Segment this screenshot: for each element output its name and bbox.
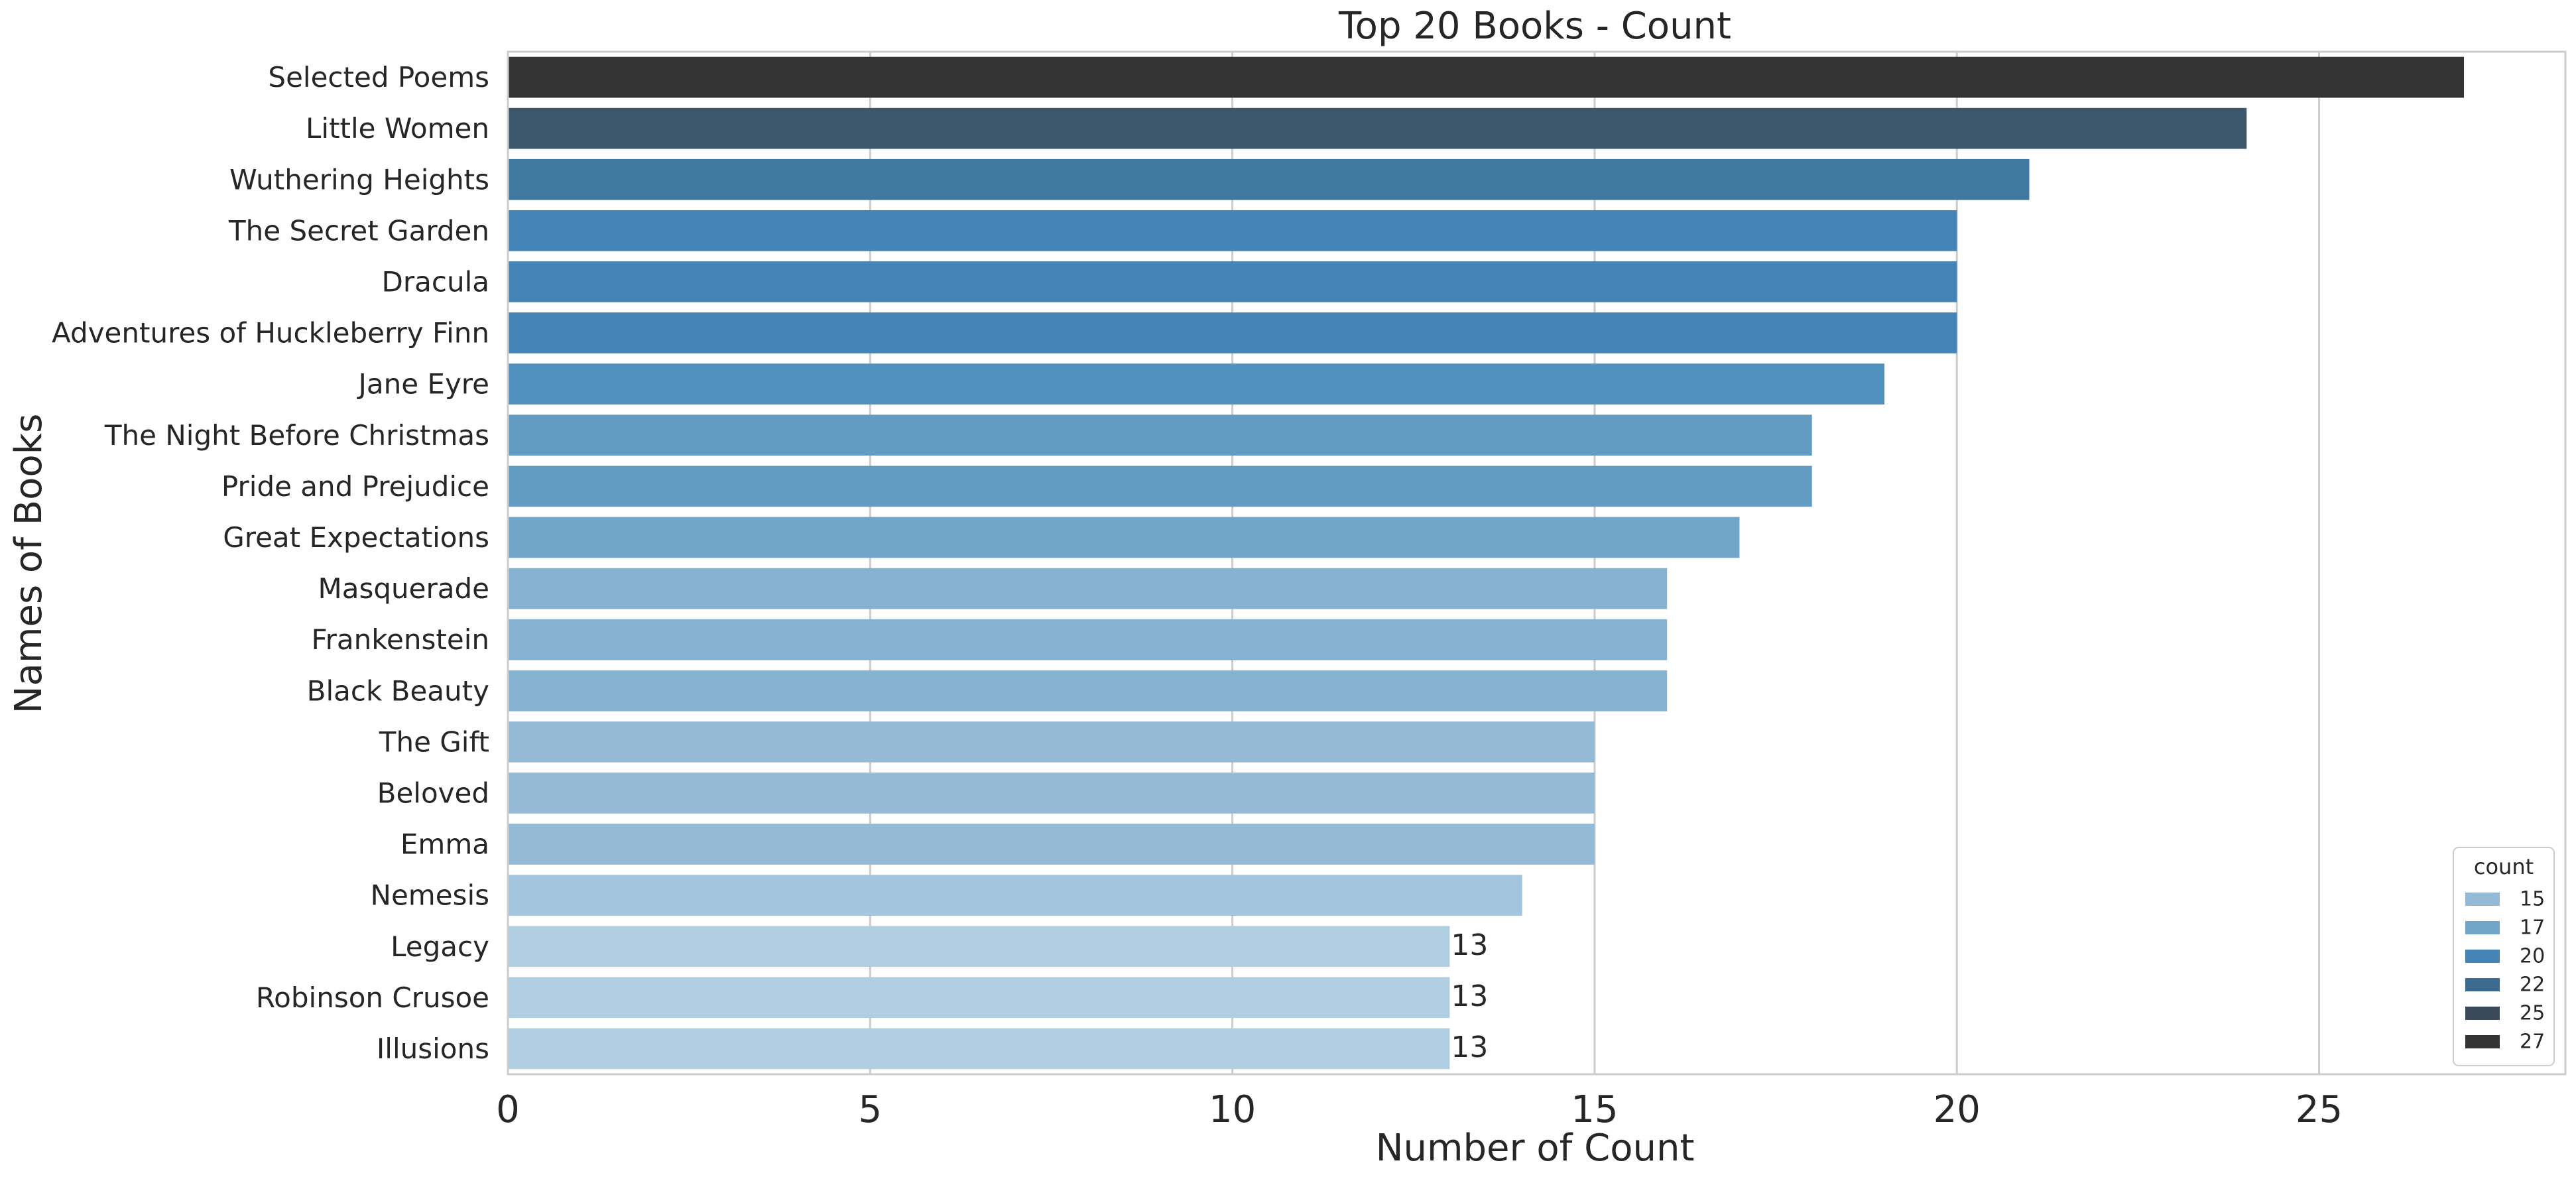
bar bbox=[508, 107, 2247, 149]
y-tick-label: Emma bbox=[400, 828, 489, 861]
legend: count 15 17 20 22 25 27 bbox=[2453, 847, 2555, 1066]
bar bbox=[508, 670, 1668, 712]
legend-swatch bbox=[2465, 893, 2500, 906]
bar bbox=[508, 261, 1957, 302]
legend-label: 25 bbox=[2520, 1002, 2545, 1025]
grid-lines bbox=[507, 52, 2321, 1074]
y-tick-label: Little Women bbox=[306, 112, 489, 145]
legend-label: 15 bbox=[2520, 888, 2545, 911]
x-tick-labels: 0 5 10 15 20 25 bbox=[496, 1088, 2343, 1131]
y-axis-label: Names of Books bbox=[7, 414, 50, 714]
bar bbox=[508, 466, 1812, 507]
legend-swatch bbox=[2465, 1035, 2500, 1048]
y-tick-label: Dracula bbox=[382, 265, 489, 298]
y-tick-label: Black Beauty bbox=[307, 674, 489, 707]
bar bbox=[508, 568, 1668, 609]
y-tick-label: Selected Poems bbox=[268, 61, 489, 93]
legend-swatch bbox=[2465, 921, 2500, 934]
bar bbox=[508, 517, 1740, 558]
bar bbox=[508, 363, 1884, 405]
bar bbox=[508, 414, 1812, 456]
data-label: 13 bbox=[1451, 979, 1488, 1013]
x-tick-label: 5 bbox=[858, 1088, 882, 1131]
legend-label: 20 bbox=[2520, 945, 2545, 968]
data-labels: 13 13 13 bbox=[1451, 928, 1488, 1064]
y-tick-label: The Secret Garden bbox=[228, 214, 489, 247]
y-tick-label: Beloved bbox=[377, 777, 489, 809]
legend-title: count bbox=[2474, 854, 2534, 879]
y-tick-label: Robinson Crusoe bbox=[256, 981, 489, 1014]
bar bbox=[508, 619, 1668, 660]
legend-label: 22 bbox=[2520, 973, 2545, 997]
x-tick-label: 0 bbox=[496, 1088, 520, 1131]
y-tick-labels: Selected Poems Little Women Wuthering Heig… bbox=[52, 61, 489, 1065]
bar bbox=[508, 158, 2030, 200]
x-tick-label: 10 bbox=[1209, 1088, 1256, 1131]
legend-label: 17 bbox=[2520, 916, 2545, 940]
x-axis-label: Number of Count bbox=[1376, 1127, 1695, 1170]
y-tick-label: Masquerade bbox=[318, 572, 489, 605]
bar bbox=[508, 824, 1595, 865]
legend-swatch bbox=[2465, 950, 2500, 963]
chart-title: Top 20 Books - Count bbox=[1338, 5, 1731, 48]
data-label: 13 bbox=[1451, 928, 1488, 962]
y-tick-label: The Night Before Christmas bbox=[104, 419, 489, 452]
bar bbox=[508, 210, 1957, 251]
bar bbox=[508, 312, 1957, 353]
x-tick-label: 20 bbox=[1933, 1088, 1981, 1131]
bar bbox=[508, 56, 2465, 98]
bar bbox=[508, 721, 1595, 763]
y-tick-label: Pride and Prejudice bbox=[221, 470, 489, 503]
y-tick-label: Jane Eyre bbox=[356, 368, 489, 401]
bars bbox=[508, 56, 2465, 1070]
bar bbox=[508, 773, 1595, 814]
x-tick-label: 25 bbox=[2296, 1088, 2343, 1131]
legend-label: 27 bbox=[2520, 1030, 2545, 1054]
legend-swatch bbox=[2465, 978, 2500, 991]
y-tick-label: Adventures of Huckleberry Finn bbox=[52, 317, 489, 349]
x-tick-label: 15 bbox=[1571, 1088, 1618, 1131]
y-tick-label: Nemesis bbox=[371, 879, 489, 912]
legend-swatch bbox=[2465, 1007, 2500, 1020]
y-tick-label: Wuthering Heights bbox=[229, 163, 489, 196]
y-tick-label: Illusions bbox=[377, 1032, 489, 1065]
bar bbox=[508, 926, 1450, 967]
bar bbox=[508, 1028, 1450, 1070]
bar bbox=[508, 875, 1522, 916]
data-label: 13 bbox=[1451, 1030, 1488, 1064]
y-tick-label: The Gift bbox=[379, 725, 489, 758]
y-tick-label: Legacy bbox=[391, 930, 489, 963]
bar bbox=[508, 977, 1450, 1019]
plot-frame bbox=[507, 50, 2567, 1076]
y-tick-label: Great Expectations bbox=[223, 521, 489, 554]
y-tick-label: Frankenstein bbox=[312, 623, 490, 656]
